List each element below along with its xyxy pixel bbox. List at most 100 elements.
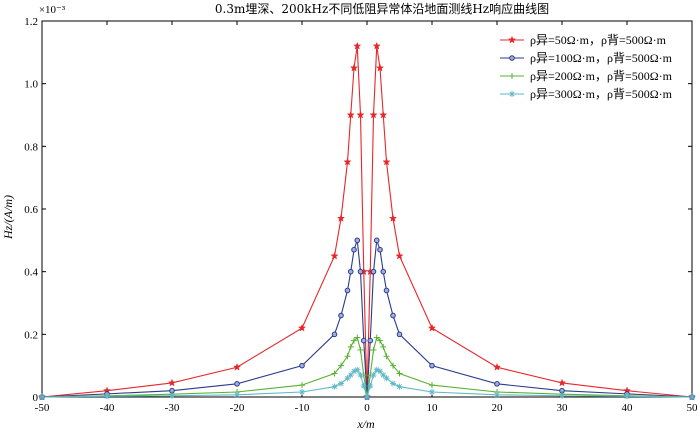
series-1-point <box>492 362 502 371</box>
x-tick-label: -30 <box>165 402 180 414</box>
series-2-point <box>429 362 435 369</box>
series-2-line <box>41 240 693 398</box>
series-1-point <box>557 378 567 387</box>
series-1-point <box>382 157 391 166</box>
series-3-point <box>429 382 435 389</box>
x-tick-label: 30 <box>557 402 569 414</box>
series-3-point <box>354 334 361 341</box>
series-2-point <box>351 246 357 253</box>
series-2-point <box>299 362 305 369</box>
x-tick-label: 50 <box>687 402 699 414</box>
y-tick-label: 0.2 <box>24 329 38 341</box>
legend-label-1: ρ异=50Ω·m，ρ背=500Ω·m <box>530 33 667 47</box>
series-4-point <box>383 375 390 382</box>
series-2-point <box>357 268 364 275</box>
series-3-point <box>299 382 305 389</box>
series-4-point <box>360 383 367 390</box>
series-4-point <box>373 366 380 373</box>
y-tick-label: 1.0 <box>24 79 38 91</box>
series-4-point <box>377 368 383 375</box>
series-1-point <box>356 110 365 119</box>
y-tick-label: 0.6 <box>24 204 38 216</box>
series-1-point <box>330 251 339 260</box>
series-3-point <box>380 343 387 350</box>
series-3-point <box>377 337 383 344</box>
series-1-point <box>336 214 346 222</box>
chart-title: 0.3m埋深、200kHz不同低阻异常体沿地面测线Hz响应曲线图 <box>215 1 549 16</box>
series-layer <box>37 41 697 401</box>
x-axis-label: x/m <box>356 417 375 431</box>
series-3-point <box>338 362 344 369</box>
series-1-point <box>379 110 388 119</box>
series-2-point <box>338 312 344 319</box>
x-tick-label: -10 <box>295 402 310 414</box>
x-tick-label: -40 <box>100 402 115 414</box>
series-2-point <box>373 237 380 244</box>
series-3-point <box>351 337 357 344</box>
series-2-point <box>494 381 500 387</box>
series-3-point <box>331 370 338 377</box>
series-4-point <box>104 393 110 400</box>
series-4-point <box>364 394 370 400</box>
legend-marker-4 <box>509 91 515 97</box>
series-1-point <box>346 110 355 119</box>
series-1-point <box>369 110 378 119</box>
series-2 <box>39 237 695 400</box>
series-3-point <box>347 343 354 350</box>
series-3-point <box>390 362 396 369</box>
series-4-point <box>429 388 435 395</box>
series-3-point <box>344 353 351 360</box>
series-4-point <box>351 368 357 375</box>
series-2-point <box>383 287 390 294</box>
y-axis-ticks: 0 0.2 0.4 0.6 0.8 1.0 1.2 <box>24 16 692 404</box>
y-axis-label: Hz/(A/m) <box>1 195 15 240</box>
series-3-point <box>373 334 380 341</box>
series-4-point <box>344 375 351 382</box>
series-2-point <box>370 268 377 275</box>
series-3-point <box>383 353 390 360</box>
series-4-point <box>39 394 45 400</box>
series-4-point <box>624 393 630 400</box>
series-4-point <box>331 383 338 390</box>
y-axis-scale-factor: ×10⁻³ <box>39 4 66 16</box>
series-4-point <box>689 394 695 400</box>
series-1-point <box>167 378 177 387</box>
legend-label-3: ρ异=200Ω·m，ρ背=500Ω·m <box>530 69 673 83</box>
series-1-point <box>343 157 352 166</box>
series-4-point <box>370 372 377 379</box>
series-4-point <box>338 380 344 387</box>
x-tick-label: -20 <box>230 402 245 414</box>
series-4-point <box>357 372 364 379</box>
x-tick-label: 20 <box>492 402 504 414</box>
series-4-point <box>234 391 240 398</box>
series-2-point <box>396 331 403 338</box>
series-4-point <box>380 372 387 379</box>
y-tick-label: 0.8 <box>24 141 38 153</box>
series-1-point <box>372 41 381 50</box>
series-2-point <box>344 287 351 294</box>
series-2-point <box>354 237 361 244</box>
series-1-point <box>395 251 404 260</box>
series-4-point <box>390 380 396 387</box>
y-tick-label: 0 <box>33 392 39 404</box>
series-2-point <box>390 312 396 319</box>
series-4-point <box>396 383 403 390</box>
series-3-point <box>370 347 377 353</box>
series-4-point <box>494 391 500 398</box>
legend-marker-3 <box>509 73 515 79</box>
series-4-point <box>354 366 361 373</box>
y-tick-label: 0.4 <box>24 267 38 279</box>
series-1-point <box>375 63 385 72</box>
legend-marker-1 <box>507 35 517 44</box>
series-1-point <box>297 323 307 332</box>
series-2-point <box>234 381 240 387</box>
legend: ρ异=50Ω·m，ρ背=500Ω·m ρ异=100Ω·m，ρ背=500Ω·m ρ异=… <box>500 33 673 101</box>
series-2-point <box>367 337 374 344</box>
series-4-point <box>559 392 565 399</box>
series-2-point <box>347 268 354 275</box>
series-2-point <box>380 268 387 275</box>
series-2-point <box>331 331 338 338</box>
series-1-point <box>353 41 362 50</box>
series-4-point <box>169 392 175 399</box>
